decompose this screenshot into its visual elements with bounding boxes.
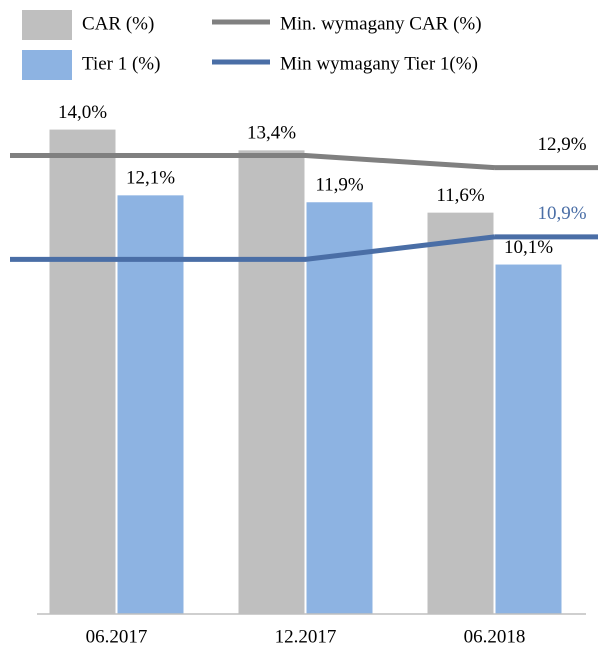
x-tick-label: 06.2018 (464, 626, 526, 647)
bar (117, 195, 184, 614)
bar (49, 129, 116, 614)
bar (427, 212, 494, 614)
data-label: 13,4% (247, 123, 296, 144)
data-label: 11,6% (436, 185, 485, 206)
x-tick-label: 12.2017 (275, 626, 337, 647)
bar (306, 202, 373, 614)
line (116, 234, 495, 262)
data-label: 12,1% (126, 168, 175, 189)
data-label: 11,9% (315, 175, 364, 196)
line (116, 153, 495, 171)
line-label: 10,9% (537, 203, 586, 224)
legend-label: Tier 1 (%) (82, 53, 160, 74)
data-label: 14,0% (58, 102, 107, 123)
legend-label: Min wymagany Tier 1(%) (280, 53, 478, 74)
legend-swatch (22, 50, 72, 80)
data-label: 10,1% (504, 237, 553, 258)
legend-label: Min. wymagany CAR (%) (280, 13, 482, 34)
line-label: 12,9% (537, 134, 586, 155)
x-tick-label: 06.2017 (86, 626, 148, 647)
bar (238, 150, 305, 615)
legend-swatch (22, 10, 72, 40)
legend-label: CAR (%) (82, 13, 154, 34)
bar (495, 264, 562, 614)
